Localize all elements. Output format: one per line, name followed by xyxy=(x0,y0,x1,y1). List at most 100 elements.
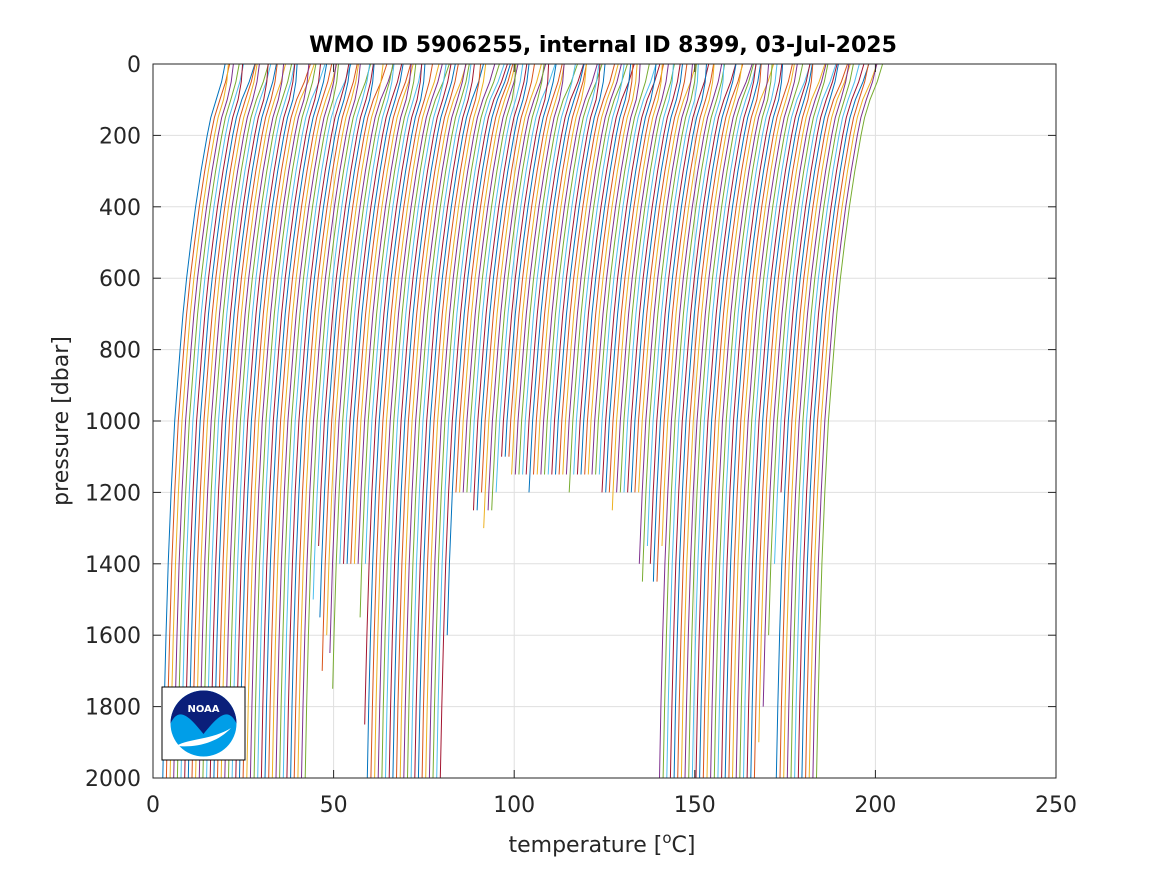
profile-line xyxy=(649,63,710,564)
y-tick-label: 400 xyxy=(99,196,141,221)
profile-line xyxy=(573,63,625,475)
profile-line xyxy=(417,63,484,779)
profile-line xyxy=(627,63,681,493)
profile-line xyxy=(528,63,585,493)
profile-line xyxy=(428,63,496,779)
profile-line xyxy=(319,63,375,618)
y-tick-label: 600 xyxy=(99,267,141,292)
profile-line xyxy=(702,63,762,779)
profile-line xyxy=(688,63,754,779)
profile-line xyxy=(808,63,878,779)
profile-line xyxy=(483,63,542,529)
profile-line xyxy=(495,63,556,493)
profile-line xyxy=(224,63,285,779)
chart-title: WMO ID 5906255, internal ID 8399, 03-Jul… xyxy=(309,33,897,58)
x-tick-label: 200 xyxy=(854,793,896,818)
profile-line xyxy=(601,63,661,493)
profile-line xyxy=(547,63,600,475)
profile-line xyxy=(176,63,240,779)
profile-line xyxy=(169,63,229,779)
profile-line xyxy=(518,63,578,475)
profile-line xyxy=(282,63,352,779)
y-tick-label: 2000 xyxy=(85,767,141,792)
profile-line xyxy=(656,63,715,582)
profile-line xyxy=(239,63,298,779)
profile-line xyxy=(213,63,277,779)
x-axis-label-main: temperature [ xyxy=(508,833,662,858)
y-ticks: 0 200 400 600 800 1000 1200 1400 1600 1800 2000 xyxy=(85,53,1056,792)
profile-line xyxy=(501,63,550,457)
profile-line xyxy=(425,63,487,779)
noaa-logo-gull xyxy=(176,728,231,747)
profile-line xyxy=(209,63,269,779)
profile-line xyxy=(576,63,635,475)
noaa-logo-upper xyxy=(170,690,237,734)
profile-line xyxy=(659,63,723,779)
y-tick-label: 200 xyxy=(99,124,141,149)
profile-line xyxy=(533,63,587,475)
x-axis-label-unit: C] xyxy=(672,833,696,858)
profile-line xyxy=(511,63,565,475)
profile-line xyxy=(353,63,414,564)
profile-line xyxy=(775,63,839,779)
profile-line xyxy=(805,63,869,779)
profile-line xyxy=(591,63,641,475)
profile-line xyxy=(504,63,557,457)
profile-line xyxy=(195,63,258,779)
profile-line xyxy=(587,63,638,475)
profile-line xyxy=(598,63,657,475)
profile-line xyxy=(536,63,587,475)
profile-line xyxy=(162,63,226,779)
profile-line xyxy=(522,63,576,475)
y-axis-label: pressure [dbar] xyxy=(49,336,74,506)
y-tick-label: 1000 xyxy=(85,410,141,435)
grid xyxy=(152,63,1057,779)
profile-line xyxy=(611,63,663,511)
profile-line xyxy=(783,63,851,779)
noaa-logo-icon: NOAA xyxy=(161,686,246,761)
profile-line xyxy=(580,63,632,475)
profile-line xyxy=(275,63,337,779)
profile-line xyxy=(364,63,423,725)
x-ticks: 0 50 100 150 200 250 xyxy=(146,64,1077,818)
profile-line xyxy=(220,63,286,779)
profile-line xyxy=(623,63,674,493)
profile-line xyxy=(257,63,326,779)
profile-line xyxy=(768,63,829,636)
profile-line xyxy=(346,63,404,564)
profile-line xyxy=(297,63,359,779)
profile-line xyxy=(290,63,351,779)
profile-line xyxy=(455,63,514,493)
profile-line xyxy=(717,63,778,779)
profile-line xyxy=(758,63,826,743)
profile-line xyxy=(407,63,470,779)
profile-line xyxy=(459,63,516,493)
profile-line xyxy=(732,63,795,779)
profile-line xyxy=(487,63,547,511)
profile-line xyxy=(544,63,603,475)
profile-line xyxy=(165,63,231,779)
profile-line xyxy=(812,63,878,779)
profile-line xyxy=(357,63,412,564)
profile-line xyxy=(470,63,524,493)
profile-line xyxy=(595,63,650,475)
profile-line xyxy=(677,63,744,779)
profile-line xyxy=(562,63,619,475)
profile-line xyxy=(260,63,321,779)
profile-line xyxy=(491,63,545,511)
profile-line xyxy=(680,63,743,779)
x-tick-label: 250 xyxy=(1035,793,1077,818)
profile-line xyxy=(191,63,256,779)
profile-line xyxy=(473,63,528,511)
profile-line xyxy=(180,63,245,779)
profile-line xyxy=(321,63,388,671)
profile-line xyxy=(392,63,456,779)
y-tick-label: 800 xyxy=(99,339,141,364)
profile-line xyxy=(359,63,417,618)
profile-line xyxy=(710,63,770,779)
profile-line xyxy=(326,63,384,636)
profile-line xyxy=(293,63,358,779)
profile-line xyxy=(540,63,598,475)
profile-line xyxy=(231,63,295,779)
